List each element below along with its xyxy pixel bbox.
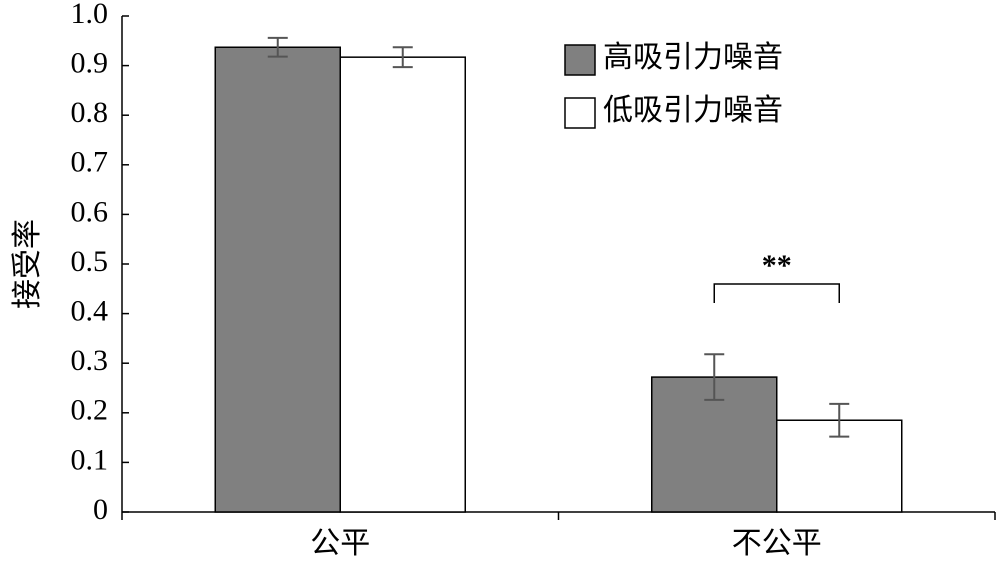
y-tick-label: 0.4	[71, 294, 109, 327]
annotation: **	[762, 249, 792, 282]
legend-label: 高吸引力噪音	[603, 41, 783, 74]
y-tick-label: 0.5	[71, 245, 109, 278]
y-tick-label: 0.1	[71, 443, 109, 476]
y-tick-label: 0	[93, 493, 108, 526]
error-bar	[267, 36, 288, 58]
bar	[214, 46, 341, 513]
error-bar	[392, 46, 413, 69]
y-tick-label: 0.9	[71, 46, 109, 79]
y-tick-label: 0.8	[71, 96, 109, 129]
x-tick-label: 不公平	[732, 527, 822, 560]
legend-swatch	[564, 97, 596, 129]
y-tick-label: 0.2	[71, 394, 109, 427]
y-tick-label: 0.6	[71, 195, 109, 228]
y-axis-label: 接受率	[11, 219, 44, 309]
y-tick-label: 1.0	[71, 0, 109, 30]
error-bar	[829, 402, 850, 438]
bar	[339, 56, 466, 513]
significance-bracket	[713, 283, 840, 303]
legend-swatch	[564, 44, 596, 76]
y-tick-label: 0.7	[71, 146, 109, 179]
x-tick-label: 公平	[310, 527, 370, 560]
error-bar	[704, 353, 725, 401]
legend-label: 低吸引力噪音	[603, 94, 783, 127]
y-tick-label: 0.3	[71, 344, 109, 377]
